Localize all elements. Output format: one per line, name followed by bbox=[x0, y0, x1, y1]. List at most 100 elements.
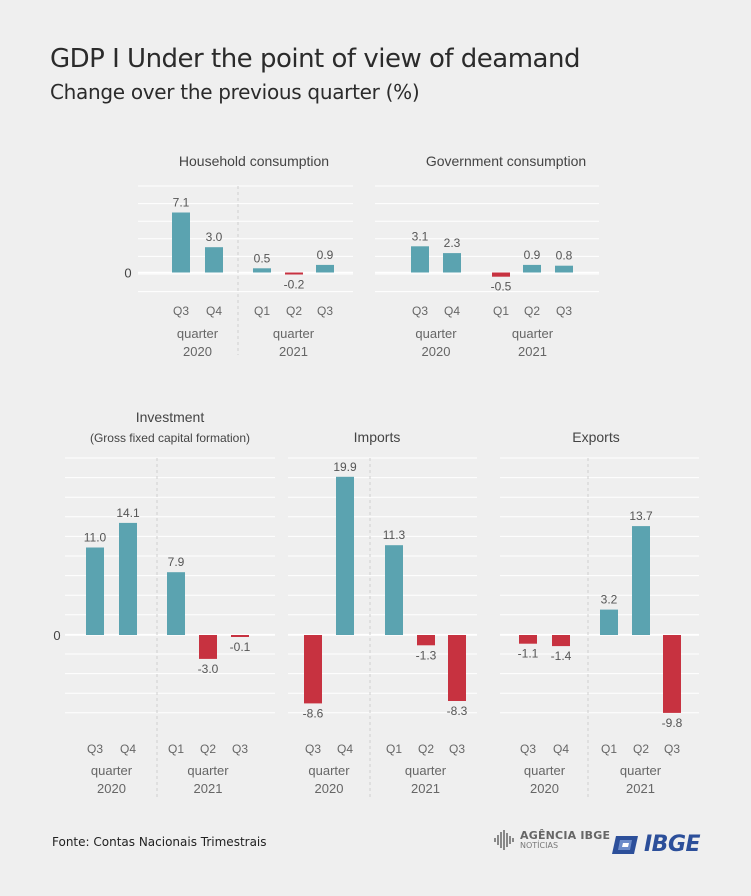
chart-panel: Government consumption 3.1 Q3 2.3 Q4 -0.5 Q1 0.… bbox=[375, 153, 599, 359]
x-tick-label: Q3 bbox=[232, 742, 248, 756]
page-title: GDP I Under the point of view of deamand bbox=[50, 44, 580, 74]
data-label: -0.1 bbox=[230, 640, 251, 654]
group-label: quarter bbox=[415, 326, 457, 341]
bar bbox=[316, 264, 334, 273]
group-label: quarter bbox=[620, 763, 662, 778]
group-year: 2020 bbox=[183, 344, 212, 359]
source-note: Fonte: Contas Nacionais Trimestrais bbox=[52, 835, 267, 849]
agencia-title: AGÊNCIA IBGE bbox=[520, 829, 611, 842]
bar bbox=[167, 572, 185, 635]
x-tick-label: Q2 bbox=[200, 742, 216, 756]
data-label: -1.3 bbox=[416, 648, 437, 662]
bar bbox=[336, 476, 354, 635]
group-year: 2021 bbox=[518, 344, 547, 359]
group-label: quarter bbox=[405, 763, 447, 778]
bar bbox=[600, 609, 618, 635]
chart-panel: Household consumption 0 7.1 Q3 3.0 Q4 0.5 Q1 -0.… bbox=[124, 153, 353, 359]
x-tick-label: Q1 bbox=[254, 304, 270, 318]
agencia-mark-icon bbox=[494, 830, 514, 850]
bar bbox=[172, 212, 190, 273]
group-label: quarter bbox=[512, 326, 554, 341]
group-label: quarter bbox=[524, 763, 566, 778]
data-label: 19.9 bbox=[333, 460, 357, 474]
bar bbox=[119, 522, 137, 635]
data-label: -0.5 bbox=[491, 280, 512, 294]
x-tick-label: Q1 bbox=[493, 304, 509, 318]
data-label: -9.8 bbox=[662, 716, 683, 730]
group-year: 2021 bbox=[279, 344, 308, 359]
data-label: -1.4 bbox=[551, 649, 572, 663]
x-tick-label: Q3 bbox=[173, 304, 189, 318]
x-tick-label: Q3 bbox=[520, 742, 536, 756]
x-tick-label: Q4 bbox=[120, 742, 136, 756]
data-label: 11.3 bbox=[383, 528, 406, 542]
chart-panel: Investment (Gross fixed capital formation… bbox=[53, 409, 275, 800]
bar bbox=[411, 246, 429, 273]
group-label: quarter bbox=[187, 763, 229, 778]
group-year: 2020 bbox=[97, 781, 126, 796]
x-tick-label: Q3 bbox=[556, 304, 572, 318]
bar bbox=[523, 264, 541, 273]
data-label: 3.1 bbox=[412, 229, 429, 243]
bar bbox=[304, 635, 322, 704]
page-subtitle: Change over the previous quarter (%) bbox=[50, 80, 420, 104]
bar bbox=[443, 253, 461, 273]
x-tick-label: Q2 bbox=[524, 304, 540, 318]
data-label: 7.1 bbox=[173, 196, 190, 210]
x-tick-label: Q1 bbox=[386, 742, 402, 756]
data-label: 3.2 bbox=[601, 593, 618, 607]
bar bbox=[199, 635, 217, 659]
chart-panel: Exports-1.1Q3-1.4Q43.2Q113.7Q2-9.8Q3quar… bbox=[500, 429, 699, 800]
bar bbox=[663, 635, 681, 713]
bar bbox=[417, 635, 435, 646]
data-label: -3.0 bbox=[198, 662, 219, 676]
bar bbox=[519, 635, 537, 644]
x-tick-label: Q4 bbox=[206, 304, 222, 318]
data-label: 7.9 bbox=[168, 555, 185, 569]
chart-title: Exports bbox=[572, 429, 619, 445]
x-tick-label: Q3 bbox=[87, 742, 103, 756]
bar bbox=[205, 247, 223, 273]
zero-tick-label: 0 bbox=[124, 266, 131, 281]
data-label: 13.7 bbox=[629, 509, 653, 523]
bar bbox=[253, 268, 271, 273]
bar bbox=[448, 635, 466, 701]
bar bbox=[385, 545, 403, 635]
x-tick-label: Q3 bbox=[317, 304, 333, 318]
group-year: 2021 bbox=[194, 781, 223, 796]
x-tick-label: Q2 bbox=[418, 742, 434, 756]
agencia-ibge-logo: AGÊNCIA IBGE NOTÍCIAS bbox=[494, 830, 610, 850]
data-label: 0.5 bbox=[254, 251, 271, 265]
group-label: quarter bbox=[91, 763, 133, 778]
bar bbox=[552, 635, 570, 647]
chart-subtitle: (Gross fixed capital formation) bbox=[90, 431, 250, 445]
ibge-wordmark: IBGE bbox=[644, 832, 701, 857]
group-label: quarter bbox=[273, 326, 315, 341]
data-label: 0.9 bbox=[317, 248, 334, 262]
chart-title: Household consumption bbox=[179, 153, 329, 169]
chart-title: Government consumption bbox=[426, 153, 586, 169]
x-tick-label: Q3 bbox=[412, 304, 428, 318]
x-tick-label: Q2 bbox=[286, 304, 302, 318]
ibge-mark-icon bbox=[612, 835, 638, 854]
ibge-logo: IBGE bbox=[610, 832, 701, 857]
x-tick-label: Q4 bbox=[337, 742, 353, 756]
bar bbox=[492, 272, 510, 277]
x-tick-label: Q2 bbox=[633, 742, 649, 756]
bar bbox=[632, 526, 650, 635]
x-tick-label: Q4 bbox=[553, 742, 569, 756]
x-tick-label: Q3 bbox=[664, 742, 680, 756]
data-label: 2.3 bbox=[444, 236, 461, 250]
data-label: 0.9 bbox=[524, 248, 541, 262]
group-year: 2020 bbox=[530, 781, 559, 796]
bar bbox=[86, 547, 104, 635]
group-year: 2020 bbox=[315, 781, 344, 796]
group-year: 2021 bbox=[411, 781, 440, 796]
group-year: 2020 bbox=[422, 344, 451, 359]
data-label: -8.6 bbox=[303, 706, 324, 720]
chart-title: Investment bbox=[136, 409, 205, 425]
chart-panel: Imports-8.6Q319.9Q411.3Q1-1.3Q2-8.3Q3qua… bbox=[288, 429, 477, 800]
data-label: 11.0 bbox=[84, 531, 107, 545]
